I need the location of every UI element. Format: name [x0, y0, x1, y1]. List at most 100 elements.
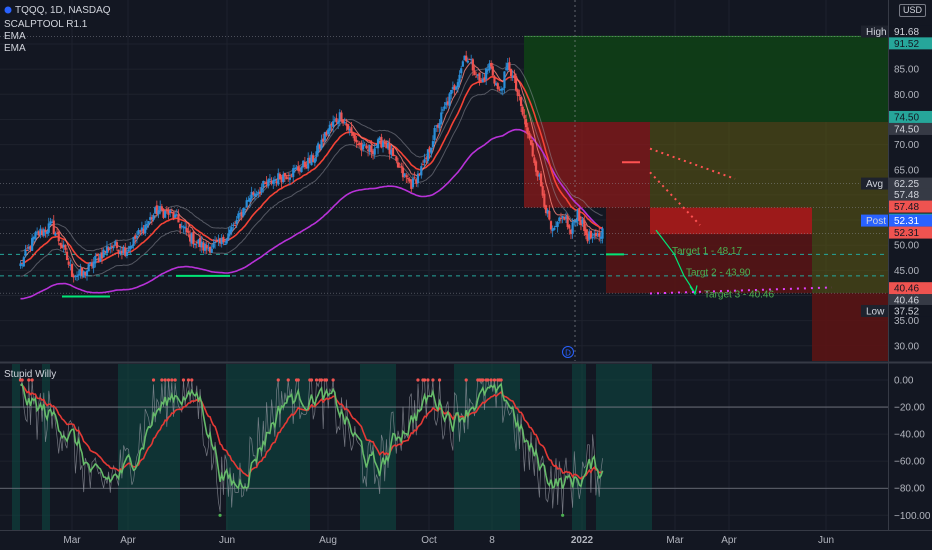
candle: [563, 216, 566, 220]
price-axis[interactable]: 90.0085.0080.0075.0070.0065.0060.0055.00…: [861, 25, 932, 353]
candle: [451, 87, 454, 90]
candle: [174, 214, 177, 218]
candle: [473, 70, 476, 76]
indicator-axis[interactable]: 0.00 −20.00 −40.00 −60.00 −80.00 −100.00: [894, 376, 931, 522]
time-tick: 8: [489, 535, 495, 546]
price-label-bg: [889, 214, 932, 227]
price-label-name: Avg: [866, 179, 883, 190]
candle: [26, 249, 29, 251]
candle: [395, 156, 398, 161]
candle: [470, 59, 473, 61]
ob-dot: [464, 378, 468, 382]
candle: [343, 122, 346, 124]
candle: [200, 241, 203, 248]
ob-dot: [331, 378, 335, 382]
candle: [212, 243, 215, 248]
candle: [155, 205, 158, 215]
candle: [115, 242, 119, 249]
candle: [300, 167, 303, 173]
candle: [443, 106, 446, 109]
indicator-stupid-willy[interactable]: Stupid Willy: [4, 369, 57, 380]
zone-red-bright: [650, 207, 812, 235]
candle: [293, 168, 296, 170]
candle: [189, 234, 192, 242]
candle: [283, 172, 287, 177]
candle: [288, 177, 291, 180]
currency-badge[interactable]: USD: [898, 4, 926, 17]
candle: [599, 236, 602, 239]
candle: [531, 143, 534, 157]
band-lower: [20, 88, 603, 277]
candle: [145, 224, 148, 226]
candles[interactable]: [19, 50, 604, 283]
candle: [519, 96, 523, 107]
candle: [398, 166, 401, 168]
ind-shade: [42, 364, 50, 530]
ob-dot: [20, 378, 24, 382]
candle: [27, 247, 30, 249]
ob-dot: [489, 378, 493, 382]
candle: [526, 127, 529, 135]
candle: [528, 132, 531, 139]
indicator-ema-1[interactable]: EMA: [4, 31, 26, 42]
candle: [182, 226, 185, 228]
candle: [320, 139, 323, 149]
candle: [544, 205, 548, 214]
candle: [428, 147, 431, 153]
os-dot: [561, 513, 565, 517]
price-label-value: 40.46: [894, 296, 919, 307]
candle: [177, 214, 180, 223]
candle: [400, 166, 403, 168]
time-axis[interactable]: Mar Apr Jun Aug Oct 8 2022 Mar Apr Jun: [63, 535, 834, 546]
projection-dotted: [649, 286, 833, 295]
price-label-bg: [889, 294, 932, 307]
candle: [373, 148, 376, 155]
candle: [383, 141, 386, 143]
candle: [29, 246, 32, 250]
price-label-name: Post: [866, 216, 886, 227]
willy-signal-line: [20, 384, 604, 480]
candle: [548, 210, 551, 220]
price-label-bg: [889, 282, 932, 295]
symbol-title[interactable]: TQQQ, 1D, NASDAQ: [4, 5, 111, 17]
candle: [67, 261, 70, 265]
candle: [90, 262, 94, 267]
candle: [72, 275, 75, 278]
ob-dot: [324, 378, 329, 382]
candle: [49, 221, 52, 226]
candle: [142, 228, 145, 234]
dividend-marker-letter: D: [565, 349, 571, 358]
candle: [553, 227, 556, 230]
candle: [308, 157, 311, 164]
indicator-ema-2[interactable]: EMA: [4, 43, 26, 54]
candle: [581, 219, 584, 224]
ob-dot: [314, 378, 319, 382]
candle: [418, 173, 421, 176]
candle: [260, 187, 263, 193]
candle: [568, 225, 571, 229]
ind-shade: [596, 364, 652, 530]
candle: [524, 119, 528, 128]
ob-dot: [486, 378, 490, 382]
candle: [70, 264, 74, 277]
candle: [388, 143, 391, 154]
candle: [358, 142, 361, 145]
candle: [238, 213, 242, 215]
ob-dot: [181, 378, 186, 382]
price-label-name: Low: [866, 306, 885, 317]
candle: [179, 223, 182, 229]
candle: [210, 248, 213, 253]
candle: [134, 235, 137, 239]
candle: [456, 82, 459, 88]
indicator-scalptool[interactable]: SCALPTOOL R1.1: [4, 19, 88, 30]
candle: [529, 140, 533, 145]
candle: [318, 144, 321, 149]
candle: [426, 149, 430, 161]
candle: [79, 269, 82, 276]
trade-zones: [524, 35, 888, 361]
candle: [52, 220, 55, 235]
candle: [491, 66, 494, 76]
candle: [110, 245, 114, 247]
candle: [534, 161, 538, 172]
candle: [292, 168, 295, 177]
